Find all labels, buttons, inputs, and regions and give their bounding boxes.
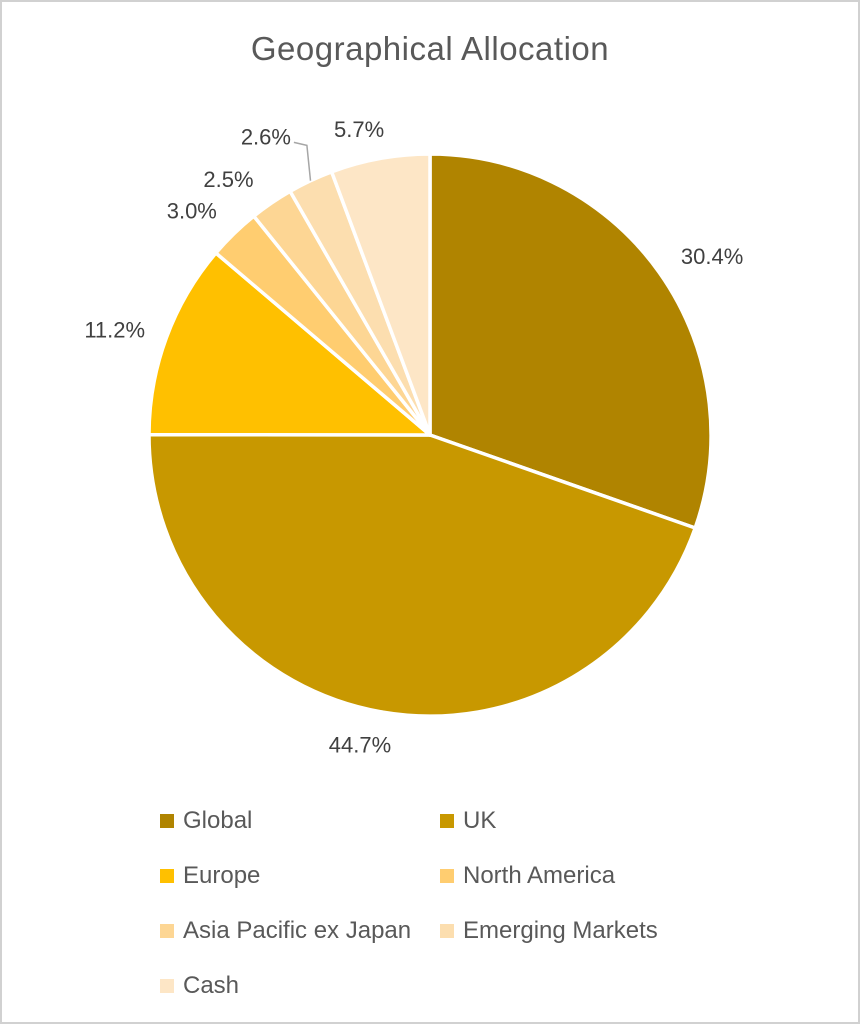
legend-label: Global (183, 806, 253, 834)
data-label-cash: 5.7% (334, 117, 384, 142)
legend-swatch-icon (160, 868, 174, 883)
legend-label: North America (463, 861, 616, 889)
legend-item-uk: UK (440, 807, 658, 835)
pie-chart: 30.4% 44.7% 11.2% 3.0% 2.5% 2.6% 5.7% (84, 117, 743, 757)
legend-swatch-icon (440, 813, 454, 828)
data-label-uk: 44.7% (329, 732, 391, 757)
legend-item-emerging-markets: Emerging Markets (440, 917, 658, 945)
chart-legend: Global UK Europe North America Asia Pacific … (160, 793, 658, 1013)
pie-slice-cash (329, 152, 432, 437)
legend-swatch-icon (160, 813, 174, 828)
legend-swatch-icon (440, 923, 454, 938)
legend-item-north-america: North America (440, 862, 658, 890)
pie-slice-uk (147, 432, 697, 718)
legend-label: Cash (183, 971, 240, 999)
pie-slice-global (428, 152, 713, 530)
legend-item-europe: Europe (160, 862, 440, 890)
legend-swatch-icon (160, 978, 174, 993)
legend-swatch-icon (440, 868, 454, 883)
legend-item-global: Global (160, 807, 440, 835)
chart-title: Geographical Allocation (250, 30, 610, 67)
data-label-emerging-markets: 2.6% (241, 124, 291, 149)
data-label-asia-pacific-ex-japan: 2.5% (203, 167, 253, 192)
legend-label: Emerging Markets (463, 916, 658, 944)
legend-label: Asia Pacific ex Japan (183, 916, 412, 944)
data-label-global: 30.4% (681, 244, 743, 269)
legend-label: UK (463, 806, 497, 834)
legend-label: Europe (183, 861, 261, 889)
data-label-leader-line (293, 141, 312, 181)
pie-slice-europe (147, 251, 432, 437)
data-label-europe: 11.2% (84, 317, 145, 342)
legend-item-asia-pacific-ex-japan: Asia Pacific ex Japan (160, 917, 440, 945)
legend-item-cash: Cash (160, 972, 440, 1000)
legend-swatch-icon (160, 923, 174, 938)
data-label-north-america: 3.0% (167, 199, 217, 224)
